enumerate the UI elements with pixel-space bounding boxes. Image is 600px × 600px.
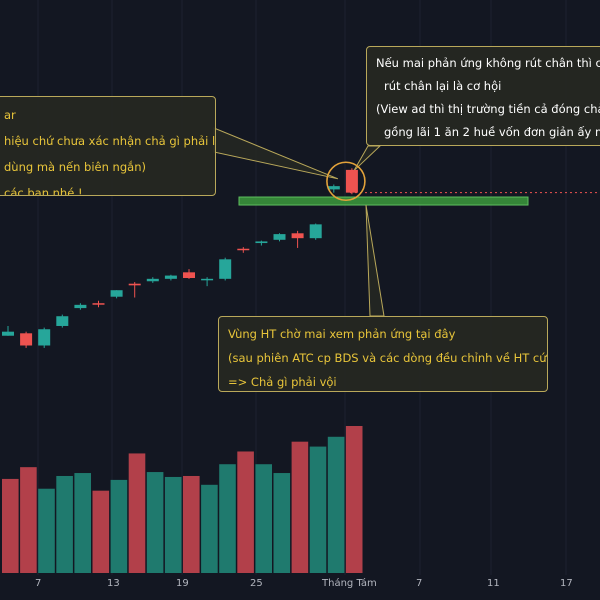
candle bbox=[146, 277, 159, 283]
candle bbox=[110, 290, 123, 299]
candle bbox=[273, 233, 286, 242]
volume-bar bbox=[201, 484, 218, 573]
candle bbox=[237, 247, 250, 253]
volume-bar bbox=[291, 441, 309, 573]
candle bbox=[38, 327, 51, 348]
highlight-circle[interactable] bbox=[326, 161, 366, 202]
callout-left-line-1: ar bbox=[4, 108, 16, 122]
volume-bar bbox=[20, 467, 37, 573]
x-axis-label-8: 17 bbox=[560, 578, 573, 589]
volume-bar bbox=[219, 464, 236, 573]
support-zone-rectangle[interactable] bbox=[238, 196, 529, 206]
x-axis-label-5: Tháng Tám bbox=[322, 578, 377, 589]
callout-right-line-1: Nếu mai phản ứng không rút chân thì chố bbox=[376, 56, 600, 70]
volume-bar bbox=[128, 453, 146, 573]
callout-bottom-line-1: Vùng HT chờ mai xem phản ứng tại đây bbox=[228, 327, 456, 341]
callout-right[interactable]: Nếu mai phản ứng không rút chân thì chố … bbox=[366, 46, 600, 146]
candle bbox=[128, 282, 141, 298]
volume-bar bbox=[183, 475, 200, 573]
volume-bar bbox=[38, 488, 55, 573]
callout-left-pointer bbox=[213, 127, 339, 180]
volume-bar bbox=[74, 473, 91, 573]
callout-bottom[interactable]: Vùng HT chờ mai xem phản ứng tại đây (sa… bbox=[218, 316, 548, 392]
callout-left-line-3: dùng mà nến biên ngắn) bbox=[4, 160, 146, 174]
callout-right-line-2: rút chân lại là cơ hội bbox=[384, 79, 502, 93]
callout-connectors bbox=[213, 127, 385, 317]
callout-left-line-2: hiệu chứ chưa xác nhận chả gì phải lo bbox=[4, 134, 216, 148]
x-axis-label-6: 7 bbox=[416, 578, 423, 589]
callout-bottom-line-3: => Chả gì phải vội bbox=[228, 375, 337, 389]
candle bbox=[56, 314, 69, 328]
volume-bar bbox=[237, 451, 254, 573]
volume-bar bbox=[327, 436, 345, 573]
callout-right-pointer bbox=[353, 145, 382, 172]
volume-bar bbox=[56, 475, 73, 573]
callout-right-line-4: gồng lãi 1 ăn 2 huề vốn đơn giản ấy mừ) bbox=[384, 125, 600, 139]
candle bbox=[2, 325, 14, 336]
candle bbox=[183, 269, 195, 279]
volume-bar bbox=[309, 446, 327, 573]
x-axis-label-7: 11 bbox=[487, 578, 500, 589]
volume-bar bbox=[2, 478, 19, 573]
callout-right-line-3: (View ad thì thị trường tiền cả đóng chả… bbox=[376, 102, 600, 116]
candle bbox=[74, 303, 87, 310]
candle bbox=[291, 230, 304, 248]
volume-bar bbox=[345, 426, 363, 573]
candle bbox=[255, 240, 268, 246]
x-axis-label-4: 25 bbox=[250, 578, 263, 589]
volume-bar bbox=[255, 464, 272, 573]
callout-bottom-pointer bbox=[365, 204, 385, 317]
callout-left[interactable]: ar hiệu chứ chưa xác nhận chả gì phải lo… bbox=[0, 96, 216, 196]
candle bbox=[327, 184, 340, 193]
callout-bottom-line-2: (sau phiên ATC cp BDS và các dòng đều ch… bbox=[228, 351, 548, 365]
candle bbox=[92, 300, 105, 308]
volume-bar bbox=[92, 490, 110, 573]
callout-left-line-4: các bạn nhé.! bbox=[4, 186, 83, 196]
volume-bar bbox=[146, 472, 164, 573]
volume-bars bbox=[2, 426, 363, 573]
volume-bar bbox=[164, 476, 182, 573]
volume-bar bbox=[273, 473, 291, 573]
candle bbox=[219, 257, 232, 281]
x-axis-label-1: 7 bbox=[35, 578, 42, 589]
candle bbox=[164, 274, 177, 281]
candle bbox=[345, 168, 358, 195]
candle bbox=[20, 331, 33, 348]
x-axis-label-2: 13 bbox=[107, 578, 120, 589]
candle bbox=[309, 223, 322, 240]
candle bbox=[201, 277, 214, 287]
x-axis-label-3: 19 bbox=[176, 578, 189, 589]
candles bbox=[2, 168, 358, 348]
volume-bar bbox=[110, 479, 128, 573]
